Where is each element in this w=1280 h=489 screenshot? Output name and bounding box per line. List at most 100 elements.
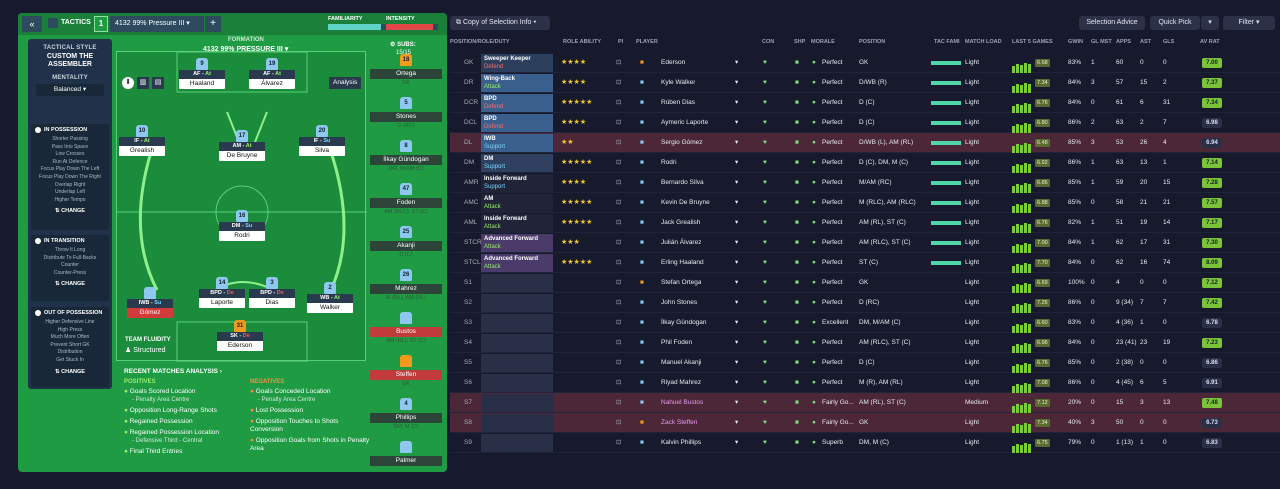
table-row[interactable]: S4 ⊡ ■ Phil Foden ▾ ♥ ■ ● Perfect AM (RLC), ST (C… bbox=[450, 333, 1280, 353]
quick-pick-button[interactable]: Quick Pick bbox=[1150, 16, 1200, 30]
quick-pick-chevron[interactable]: ▾ bbox=[1201, 16, 1219, 30]
table-row[interactable]: S9 ⊡ ■ Kalvin Phillips ▾ ♥ ■ ● Superb DM, M (C) Li… bbox=[450, 433, 1280, 453]
mentality-dropdown[interactable]: Balanced ▾ bbox=[36, 84, 104, 96]
player-name[interactable]: Erling Haaland bbox=[661, 259, 704, 266]
table-row[interactable]: S3 ⊡ ■ İlkay Gündogan ▾ ♥ ■ ● Excellent DM, M/AM … bbox=[450, 313, 1280, 333]
pi-icon[interactable]: ⊡ bbox=[616, 319, 622, 326]
pi-icon[interactable]: ⊡ bbox=[616, 299, 622, 306]
table-row[interactable]: S1 ⊡ ■ Stefan Ortega ▾ ♥ ■ ● Perfect GK Light 6.69 1… bbox=[450, 273, 1280, 293]
player-name[interactable]: Phil Foden bbox=[661, 339, 693, 346]
pi-icon[interactable]: ⊡ bbox=[616, 419, 622, 426]
player-name[interactable]: Riyad Mahrez bbox=[661, 379, 702, 386]
role-selector[interactable] bbox=[481, 334, 553, 352]
table-row[interactable]: GK Sweeper Keeper Defend ★★★★ ⊡ ■ Ederson ▾ ♥ ■ ● P… bbox=[450, 53, 1280, 73]
table-row[interactable]: DCR BPD Defend ★★★★★ ⊡ ■ Rúben Dias ▾ ♥ ■ ● Perfect… bbox=[450, 93, 1280, 113]
pitch-player[interactable]: IWB - Su Gómez bbox=[127, 287, 173, 318]
sub-player[interactable]: 4 Phillips DM, M (C) bbox=[370, 398, 442, 438]
pitch-player[interactable]: 9 AF - At Haaland bbox=[179, 58, 225, 89]
player-dropdown-icon[interactable]: ▾ bbox=[735, 299, 739, 306]
column-header[interactable]: AV RAT bbox=[1200, 39, 1220, 45]
pi-icon[interactable]: ⊡ bbox=[616, 59, 622, 66]
pitch-player[interactable]: 20 IF - Su Silva bbox=[299, 125, 345, 156]
stats-icon[interactable]: ▥ bbox=[137, 77, 149, 89]
in-possession-change-button[interactable]: ⇅ CHANGE bbox=[55, 208, 85, 215]
player-name[interactable]: Kyle Walker bbox=[661, 79, 696, 86]
analysis-button[interactable]: Analysis bbox=[329, 77, 362, 89]
pi-icon[interactable]: ⊡ bbox=[616, 359, 622, 366]
column-header[interactable]: POSITION/ROLE/DUTY bbox=[450, 39, 510, 45]
selection-advice-button[interactable]: Selection Advice bbox=[1079, 16, 1145, 30]
sub-player[interactable]: Palmer bbox=[370, 441, 442, 472]
player-name[interactable]: Bernardo Silva bbox=[661, 179, 704, 186]
role-selector[interactable]: Wing-Back Attack bbox=[481, 74, 553, 92]
pitch-player[interactable]: 14 BPD - De Laporte bbox=[199, 277, 245, 308]
role-selector[interactable] bbox=[481, 394, 553, 412]
pi-icon[interactable]: ⊡ bbox=[616, 99, 622, 106]
table-row[interactable]: DM DM Support ★★★★★ ⊡ ■ Rodri ▾ ♥ ■ ● Perfect D (C),… bbox=[450, 153, 1280, 173]
player-name[interactable]: Rúben Dias bbox=[661, 99, 695, 106]
pi-icon[interactable]: ⊡ bbox=[616, 219, 622, 226]
role-selector[interactable] bbox=[481, 414, 553, 432]
player-dropdown-icon[interactable]: ▾ bbox=[735, 419, 739, 426]
role-selector[interactable] bbox=[481, 354, 553, 372]
player-dropdown-icon[interactable]: ▾ bbox=[735, 159, 739, 166]
in-transition-change-button[interactable]: ⇅ CHANGE bbox=[55, 281, 85, 288]
download-icon[interactable]: ⬇ bbox=[122, 77, 134, 89]
column-header[interactable]: SHP bbox=[794, 39, 806, 45]
player-dropdown-icon[interactable]: ▾ bbox=[735, 199, 739, 206]
formation-name[interactable]: 4132 99% PRESSURE III ▾ bbox=[203, 46, 289, 53]
player-name[interactable]: Stefan Ortega bbox=[661, 279, 702, 286]
card-icon[interactable]: ▤ bbox=[152, 77, 164, 89]
pi-icon[interactable]: ⊡ bbox=[616, 339, 622, 346]
player-dropdown-icon[interactable]: ▾ bbox=[735, 99, 739, 106]
column-header[interactable]: TAC FAMI bbox=[934, 39, 960, 45]
column-header[interactable]: MORALE bbox=[811, 39, 835, 45]
table-row[interactable]: STCR Advanced Forward Attack ★★★ ⊡ ■ Julián Ál… bbox=[450, 233, 1280, 253]
back-button[interactable]: « bbox=[22, 16, 42, 32]
player-name[interactable]: Zack Steffen bbox=[661, 419, 698, 426]
tactic-slot-button[interactable]: 1 bbox=[94, 16, 108, 32]
table-row[interactable]: S7 ⊡ ■ Nahuel Bustos ▾ ♥ ■ ● Fairly Go... AM (RL)… bbox=[450, 393, 1280, 413]
sub-player[interactable]: 5 Stones D (RC) bbox=[370, 97, 442, 137]
player-name[interactable]: Nahuel Bustos bbox=[661, 399, 704, 406]
table-row[interactable]: AMR Inside Forward Support ★★★★ ⊡ ■ Bernardo S… bbox=[450, 173, 1280, 193]
pitch-player[interactable]: 10 IF - At Grealish bbox=[119, 125, 165, 156]
player-dropdown-icon[interactable]: ▾ bbox=[735, 359, 739, 366]
player-name[interactable]: Aymeric Laporte bbox=[661, 119, 709, 126]
role-selector[interactable]: IWB Support bbox=[481, 134, 553, 152]
player-name[interactable]: Rodri bbox=[661, 159, 677, 166]
role-selector[interactable]: Sweeper Keeper Defend bbox=[481, 54, 553, 72]
role-selector[interactable] bbox=[481, 374, 553, 392]
column-header[interactable]: PLAYER bbox=[636, 39, 658, 45]
role-selector[interactable]: Advanced Forward Attack bbox=[481, 234, 553, 252]
role-selector[interactable]: BPD Defend bbox=[481, 114, 553, 132]
player-dropdown-icon[interactable]: ▾ bbox=[735, 379, 739, 386]
column-header[interactable]: GL MST bbox=[1091, 39, 1112, 45]
role-selector[interactable]: DM Support bbox=[481, 154, 553, 172]
sub-player[interactable]: 26 Mahrez M (RL), AM (RL) bbox=[370, 269, 442, 309]
tactical-style-title[interactable]: CUSTOM THE ASSEMBLER bbox=[46, 53, 94, 68]
player-name[interactable]: Ederson bbox=[661, 59, 686, 66]
role-selector[interactable] bbox=[481, 274, 553, 292]
column-header[interactable]: POSITION bbox=[859, 39, 886, 45]
role-selector[interactable]: BPD Defend bbox=[481, 94, 553, 112]
pi-icon[interactable]: ⊡ bbox=[616, 379, 622, 386]
table-row[interactable]: AMC AM Attack ★★★★★ ⊡ ■ Kevin De Bruyne ▾ ♥ ■ ● Per… bbox=[450, 193, 1280, 213]
sub-player[interactable]: Bustos AM (RL), ST (C) bbox=[370, 312, 442, 352]
column-header[interactable]: CON bbox=[762, 39, 775, 45]
player-dropdown-icon[interactable]: ▾ bbox=[735, 319, 739, 326]
sub-player[interactable]: 47 Foden AM (RLC), ST (C) bbox=[370, 183, 442, 223]
tactic-name-dropdown[interactable]: 4132 99% Pressure III ▾ bbox=[110, 16, 204, 32]
pi-icon[interactable]: ⊡ bbox=[616, 239, 622, 246]
player-name[interactable]: İlkay Gündogan bbox=[661, 319, 707, 326]
column-header[interactable]: GWIN bbox=[1068, 39, 1083, 45]
pi-icon[interactable]: ⊡ bbox=[616, 439, 622, 446]
role-selector[interactable]: AM Attack bbox=[481, 194, 553, 212]
table-row[interactable]: DL IWB Support ★★ ⊡ ■ Sergio Gómez ▾ ♥ ■ ● Perfect D… bbox=[450, 133, 1280, 153]
column-header[interactable]: PI bbox=[618, 39, 624, 45]
player-dropdown-icon[interactable]: ▾ bbox=[735, 259, 739, 266]
role-selector[interactable] bbox=[481, 294, 553, 312]
player-dropdown-icon[interactable]: ▾ bbox=[735, 339, 739, 346]
pitch-player[interactable]: 2 WB - At Walker bbox=[307, 282, 353, 313]
player-dropdown-icon[interactable]: ▾ bbox=[735, 399, 739, 406]
